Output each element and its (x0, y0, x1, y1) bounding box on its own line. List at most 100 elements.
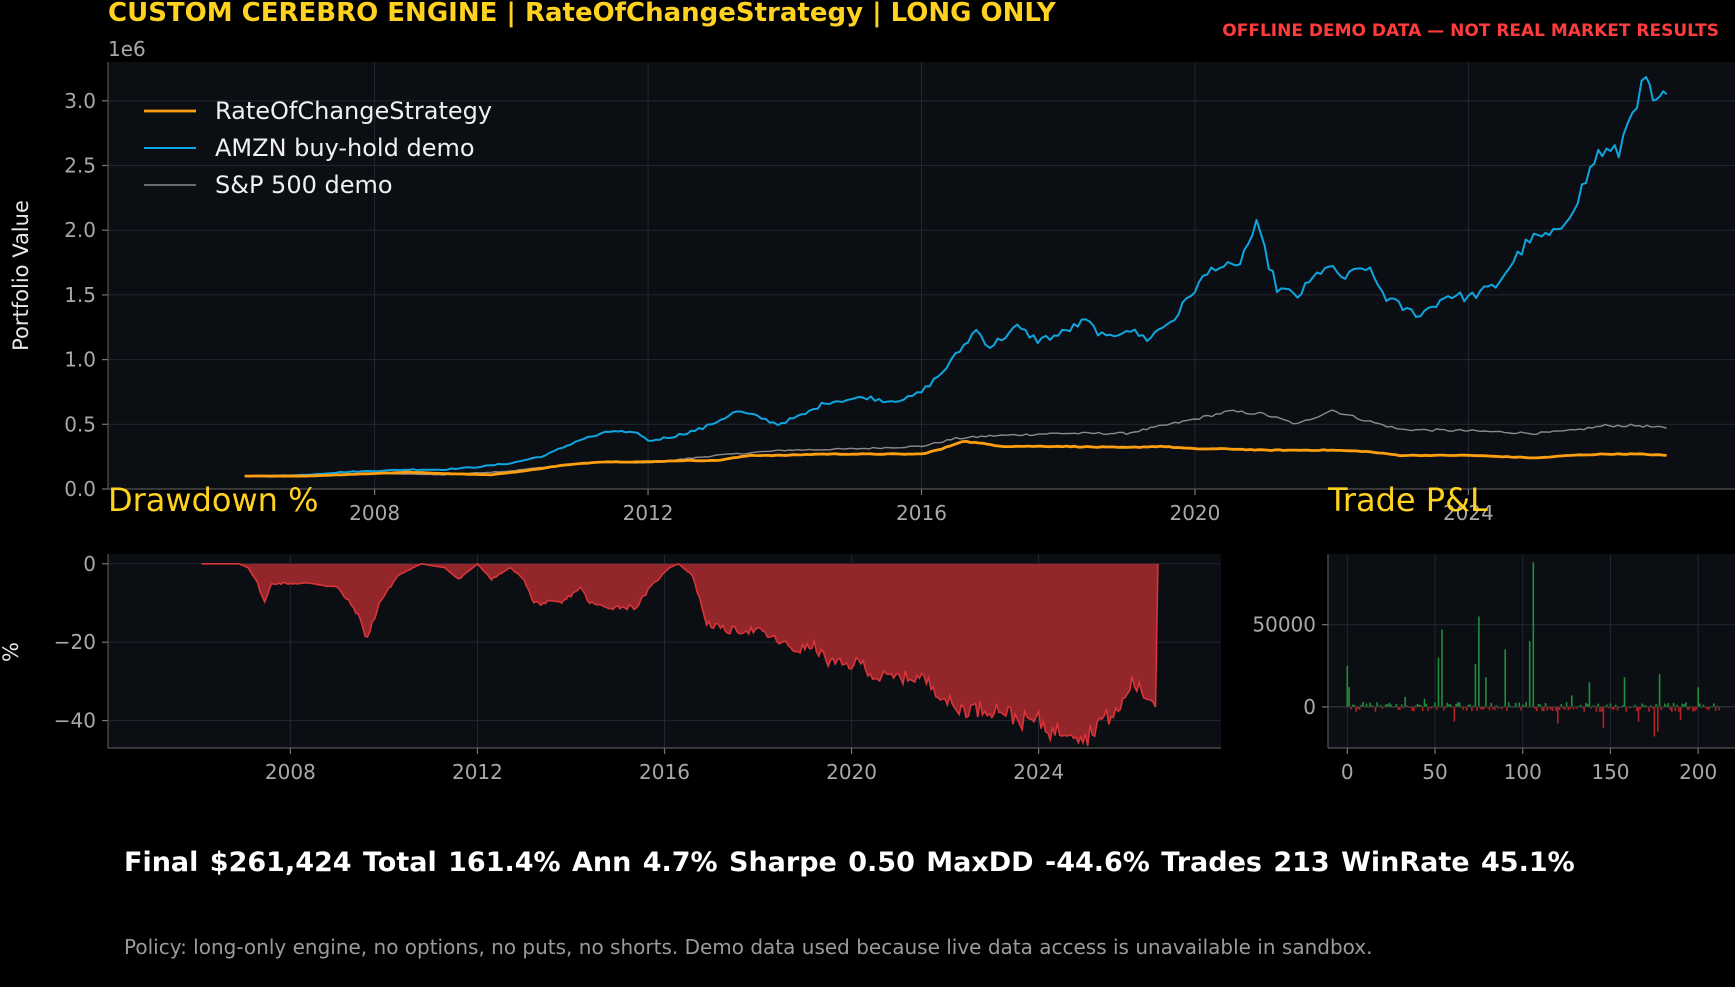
pnl-bar (1658, 674, 1661, 707)
pnl-bar (1360, 704, 1363, 707)
drawdown-chart: 2008 2012 2016 2020 2024 0 −20 −40% (0, 552, 1221, 784)
pnl-bar (1550, 706, 1552, 710)
drawdown-x-tick-label: 2008 (265, 760, 316, 784)
pnl-bar (1376, 702, 1378, 707)
pnl-bar (1697, 687, 1699, 707)
pnl-bar (1585, 702, 1587, 707)
pnl-bar (1500, 706, 1503, 710)
pnl-bar (1678, 706, 1680, 712)
pnl-bar (1581, 706, 1584, 709)
offline-warning: OFFLINE DEMO DATA — NOT REAL MARKET RESU… (1222, 21, 1719, 41)
pnl-bar (1634, 704, 1636, 707)
pnl-x-tick-label: 100 (1504, 760, 1542, 784)
pnl-bar (1660, 706, 1663, 710)
equity-x-tick-label: 2016 (896, 501, 947, 525)
pnl-bar (1672, 702, 1675, 707)
pnl-bar (1472, 705, 1475, 707)
pnl-bar (1418, 704, 1420, 707)
pnl-bar (1355, 706, 1357, 712)
pnl-bar (1365, 703, 1368, 707)
pnl-bar (1639, 706, 1642, 710)
pnl-bar (1616, 706, 1619, 711)
pnl-bar (1390, 704, 1392, 707)
pnl-bar (1523, 705, 1526, 707)
pnl-bar (1583, 706, 1585, 712)
pnl-bar (1421, 706, 1424, 712)
pnl-bar (1557, 706, 1559, 724)
pnl-bar (1453, 706, 1456, 722)
pnl-bar (1650, 705, 1652, 707)
pnl-bar (1571, 695, 1573, 707)
pnl-bar (1576, 706, 1578, 709)
pnl-bar (1416, 704, 1419, 707)
pnl-bar (1413, 706, 1415, 712)
pnl-bar (1544, 703, 1547, 707)
pnl-bar (1402, 706, 1405, 709)
pnl-bar (1595, 706, 1598, 712)
pnl-bar (1476, 706, 1478, 711)
pnl-bar (1430, 706, 1433, 709)
pnl-bar (1374, 706, 1377, 712)
pnl-bar (1525, 702, 1527, 707)
equity-y-tick-label: 0.5 (64, 412, 96, 436)
equity-series-line-1 (244, 76, 1668, 478)
pnl-bar (1478, 616, 1480, 707)
equity-y-tick-label: 3.0 (64, 89, 96, 113)
pnl-bar (1621, 705, 1624, 707)
legend-label-1: AMZN buy-hold demo (215, 134, 475, 162)
drawdown-x-tick-label: 2020 (826, 760, 877, 784)
pnl-bar (1358, 706, 1361, 710)
pnl-x-tick-label: 50 (1422, 760, 1447, 784)
pnl-bar (1572, 706, 1575, 710)
pnl-bar (1536, 706, 1538, 712)
pnl-x-tick-label: 200 (1679, 760, 1717, 784)
pnl-bar (1485, 677, 1487, 707)
pnl-bar (1648, 706, 1650, 712)
pnl-bar (1471, 706, 1473, 712)
pnl-bar (1497, 706, 1499, 709)
pnl-bar (1695, 706, 1698, 710)
drawdown-x-tick-label: 2012 (452, 760, 503, 784)
pnl-bar (1653, 706, 1656, 737)
pnl-bar (1507, 702, 1510, 707)
pnl-bar (1455, 703, 1457, 707)
equity-y-tick-label: 1.0 (64, 348, 96, 372)
equity-y-axis-label: Portfolio Value (9, 200, 33, 351)
pnl-bar (1569, 706, 1571, 710)
pnl-bar (1686, 706, 1689, 710)
pnl-bar (1606, 704, 1608, 707)
pnl-bar (1371, 705, 1373, 707)
pnl-bar (1465, 706, 1468, 711)
pnl-bar (1369, 702, 1371, 707)
pnl-bar (1386, 704, 1389, 707)
pnl-bar (1509, 705, 1512, 707)
pnl-bar (1404, 697, 1406, 707)
pnl-bar (1558, 706, 1561, 711)
pnl-bar (1718, 706, 1720, 711)
equity-x-tick-label: 2012 (623, 501, 674, 525)
pnl-bar (1600, 706, 1603, 712)
pnl-bar (1397, 706, 1399, 710)
equity-y-tick-label: 0.0 (64, 477, 96, 501)
pnl-bar (1692, 706, 1694, 712)
pnl-bar (1667, 703, 1670, 707)
drawdown-y-tick-label: −40 (54, 709, 96, 733)
pnl-bar (1479, 706, 1482, 710)
drawdown-y-tick-label: 0 (83, 552, 96, 576)
equity-x-tick-label: 2024 (1443, 501, 1494, 525)
pnl-bar (1578, 705, 1580, 707)
pnl-bar (1385, 704, 1387, 707)
pnl-bar (1400, 704, 1403, 707)
pnl-bar (1414, 705, 1417, 707)
pnl-bar (1676, 705, 1678, 707)
pnl-bar (1655, 704, 1657, 707)
pnl-bar (1423, 698, 1426, 707)
pnl-bar (1520, 706, 1522, 711)
pnl-bar (1381, 706, 1384, 709)
pnl-bar (1716, 705, 1719, 707)
pnl-bar (1623, 677, 1626, 707)
pnl-bar (1688, 706, 1691, 710)
pnl-bar (1602, 706, 1605, 729)
pnl-bar (1637, 706, 1640, 722)
